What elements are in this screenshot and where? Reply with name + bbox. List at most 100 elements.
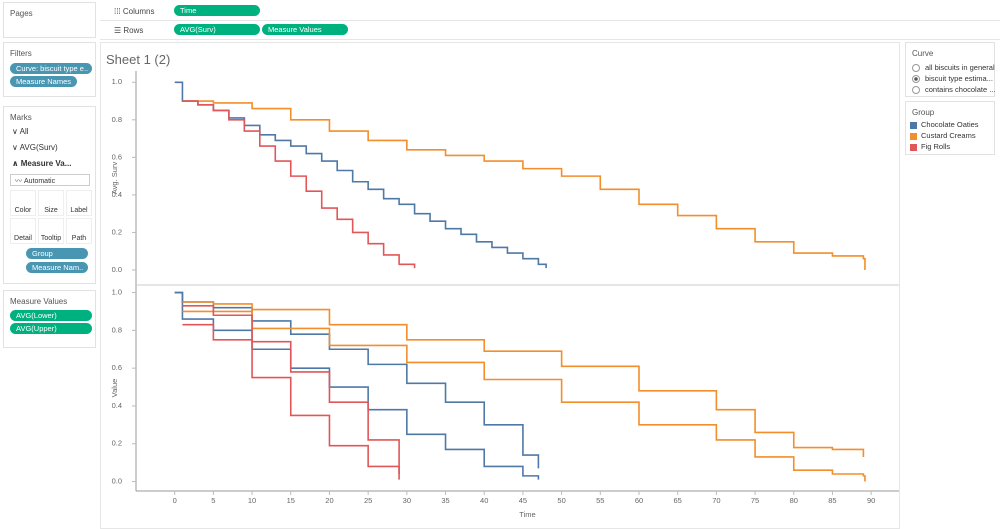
series-line	[174, 291, 540, 480]
rows-shelf: ☰ Rows AVG(Surv) Measure Values	[100, 21, 1000, 40]
sheet-title: Sheet 1 (2)	[106, 52, 171, 67]
series-line	[182, 301, 865, 457]
x-tick-label: 30	[403, 496, 411, 505]
x-tick-label: 80	[790, 496, 798, 505]
x-tick-label: 10	[248, 496, 256, 505]
series-line	[174, 291, 540, 469]
legend-swatch	[910, 143, 917, 151]
x-tick-label: 60	[635, 496, 643, 505]
card-title: Curve	[912, 49, 934, 58]
mark-button[interactable]: Color	[10, 190, 36, 216]
x-tick-label: 5	[211, 496, 215, 505]
curve-filter-card: Curve all biscuits in general biscuit typ…	[905, 42, 995, 97]
x-tick-label: 35	[441, 496, 449, 505]
x-tick-label: 65	[674, 496, 682, 505]
x-tick-label: 55	[596, 496, 604, 505]
radio-label: contains chocolate ...	[925, 85, 996, 94]
x-tick-label: 40	[480, 496, 488, 505]
shelf-label-text: Rows	[123, 26, 144, 35]
mark-button[interactable]: Label	[66, 190, 92, 216]
columns-shelf: ⁞⁞⁞ Columns Time	[100, 2, 1000, 21]
radio-dot	[912, 75, 920, 84]
x-tick-label: 0	[173, 496, 177, 505]
measure-values-card: Measure Values AVG(Lower) AVG(Upper)	[3, 290, 96, 348]
y-tick-label: 0.6	[112, 363, 122, 372]
card-title: Marks	[10, 113, 32, 122]
mark-button[interactable]: Tooltip	[38, 218, 64, 244]
shelf-pill[interactable]: AVG(Surv)	[174, 24, 260, 35]
filters-card: Filters Curve: biscuit type e.. Measure …	[3, 42, 96, 97]
y-tick-label: 0.0	[112, 477, 122, 486]
series-line	[182, 100, 866, 270]
radio-label: biscuit type estima...	[925, 74, 993, 83]
measure-pill[interactable]: AVG(Lower)	[10, 310, 92, 321]
measure-pill[interactable]: AVG(Upper)	[10, 323, 92, 334]
y-tick-label: 0.8	[112, 115, 122, 124]
x-axis-title: Time	[519, 510, 535, 519]
x-tick-label: 15	[287, 496, 295, 505]
card-title: Measure Values	[10, 297, 68, 306]
legend-entry[interactable]: Custard Creams	[910, 131, 976, 140]
radio-option[interactable]: biscuit type estima...	[912, 74, 993, 84]
y-tick-label: 0.4	[112, 401, 122, 410]
mark-pill[interactable]: Group	[26, 248, 88, 259]
marks-card: Marks ∨ All ∨ AVG(Surv) ∧ Measure Va... …	[3, 106, 96, 284]
card-title: Filters	[10, 49, 32, 58]
y-tick-label: 0.2	[112, 227, 122, 236]
radio-option[interactable]: contains chocolate ...	[912, 85, 996, 95]
series-line	[182, 100, 416, 269]
x-tick-label: 20	[325, 496, 333, 505]
x-tick-label: 85	[828, 496, 836, 505]
y-axis-title: Avg. Surv	[110, 162, 119, 195]
series-line	[182, 310, 866, 482]
shelf-pill[interactable]: Measure Values	[262, 24, 348, 35]
marks-row[interactable]: ∧ Measure Va...	[12, 159, 72, 168]
mark-type: Automatic	[23, 178, 56, 185]
legend-label: Chocolate Oaties	[921, 120, 979, 129]
x-tick-label: 25	[364, 496, 372, 505]
legend-card: Group Chocolate Oaties Custard Creams Fig …	[905, 101, 995, 155]
legend-label: Fig Rolls	[921, 142, 951, 151]
card-title: Pages	[10, 9, 33, 18]
marks-row[interactable]: ∨ AVG(Surv)	[12, 143, 58, 152]
legend-title: Group	[912, 108, 935, 117]
x-tick-label: 75	[751, 496, 759, 505]
x-tick-label: 50	[557, 496, 565, 505]
radio-label: all biscuits in general	[925, 63, 995, 72]
marks-row-label: AVG(Surv)	[19, 143, 58, 152]
marks-row-label: All	[19, 127, 29, 136]
marks-row[interactable]: ∨ All	[12, 127, 29, 136]
mark-button[interactable]: Size	[38, 190, 64, 216]
sheet: Sheet 1 (2) 0.0 0.2 0.4 0.6 0.8 1.0 Avg. Surv 0…	[100, 42, 900, 529]
series-line	[182, 304, 400, 474]
series-line	[182, 323, 400, 480]
x-tick-label: 45	[519, 496, 527, 505]
x-tick-label: 90	[867, 496, 875, 505]
series-line	[174, 81, 547, 269]
y-tick-label: 0.8	[112, 325, 122, 334]
shelf-label: ⁞⁞⁞ Columns	[114, 7, 155, 16]
mark-pill[interactable]: Measure Nam..	[26, 262, 88, 273]
legend-entry[interactable]: Chocolate Oaties	[910, 120, 979, 129]
chart: 0.0 0.2 0.4 0.6 0.8 1.0 Avg. Surv 0.0 0.2 0.4 0.6 0…	[110, 71, 899, 519]
marks-row-label: Measure Va...	[20, 159, 72, 168]
y-tick-label: 1.0	[112, 77, 122, 86]
y-tick-label: 0.4	[112, 190, 122, 199]
pages-card: Pages	[3, 2, 96, 38]
filter-pill[interactable]: Measure Names	[10, 76, 78, 87]
y-tick-label: 0.2	[112, 439, 122, 448]
shelf-pill[interactable]: Time	[174, 5, 260, 16]
radio-dot	[912, 86, 920, 95]
mark-button[interactable]: Path	[66, 218, 92, 244]
shelf-label: ☰ Rows	[114, 26, 144, 35]
mark-button[interactable]: Detail	[10, 218, 36, 244]
legend-swatch	[910, 121, 917, 129]
filter-pill[interactable]: Curve: biscuit type e..	[10, 63, 92, 74]
radio-option[interactable]: all biscuits in general	[912, 63, 995, 73]
mark-type-dropdown[interactable]: 〰 Automatic	[10, 174, 90, 186]
y-tick-label: 0.0	[112, 265, 122, 274]
legend-entry[interactable]: Fig Rolls	[910, 142, 950, 151]
x-tick-label: 70	[712, 496, 720, 505]
shelf-label-text: Columns	[122, 7, 155, 16]
